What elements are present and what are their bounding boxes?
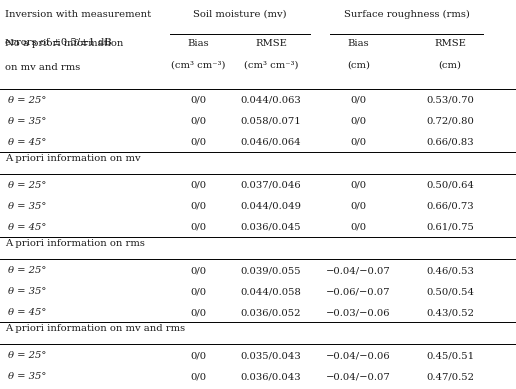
Text: 0/0: 0/0: [190, 96, 207, 105]
Text: 0.044/0.063: 0.044/0.063: [240, 96, 301, 105]
Text: θ = 45°: θ = 45°: [8, 308, 46, 317]
Text: 0.037/0.046: 0.037/0.046: [240, 181, 301, 190]
Text: 0.45/0.51: 0.45/0.51: [426, 351, 474, 360]
Text: 0.046/0.064: 0.046/0.064: [240, 138, 301, 147]
Text: 0/0: 0/0: [190, 117, 207, 126]
Text: 0.43/0.52: 0.43/0.52: [426, 308, 474, 317]
Text: 0.044/0.058: 0.044/0.058: [240, 287, 301, 296]
Text: θ = 45°: θ = 45°: [8, 138, 46, 147]
Text: on mv and rms: on mv and rms: [5, 63, 80, 72]
Text: 0/0: 0/0: [190, 287, 207, 296]
Text: 0.036/0.043: 0.036/0.043: [240, 372, 301, 381]
Text: 0.039/0.055: 0.039/0.055: [240, 266, 301, 275]
Text: (cm): (cm): [347, 60, 370, 69]
Text: 0/0: 0/0: [350, 181, 367, 190]
Text: θ = 25°: θ = 25°: [8, 351, 46, 360]
Text: 0.66/0.73: 0.66/0.73: [426, 202, 474, 211]
Text: errors of ±0.5/±1 dB: errors of ±0.5/±1 dB: [5, 38, 112, 47]
Text: Surface roughness (rms): Surface roughness (rms): [344, 10, 470, 19]
Text: 0.47/0.52: 0.47/0.52: [426, 372, 474, 381]
Text: θ = 25°: θ = 25°: [8, 96, 46, 105]
Text: θ = 25°: θ = 25°: [8, 181, 46, 190]
Text: 0.72/0.80: 0.72/0.80: [426, 117, 474, 126]
Text: 0/0: 0/0: [190, 308, 207, 317]
Text: θ = 35°: θ = 35°: [8, 202, 46, 211]
Text: 0/0: 0/0: [350, 117, 367, 126]
Text: A priori information on mv: A priori information on mv: [5, 154, 141, 163]
Text: −0.06/−0.07: −0.06/−0.07: [326, 287, 391, 296]
Text: −0.03/−0.06: −0.03/−0.06: [326, 308, 391, 317]
Text: 0.61/0.75: 0.61/0.75: [426, 223, 474, 232]
Text: 0/0: 0/0: [190, 138, 207, 147]
Text: −0.04/−0.06: −0.04/−0.06: [326, 351, 391, 360]
Text: 0/0: 0/0: [350, 96, 367, 105]
Text: 0/0: 0/0: [350, 223, 367, 232]
Text: 0/0: 0/0: [190, 202, 207, 211]
Text: 0/0: 0/0: [190, 372, 207, 381]
Text: Soil moisture (mv): Soil moisture (mv): [193, 10, 287, 19]
Text: θ = 35°: θ = 35°: [8, 287, 46, 296]
Text: Bias: Bias: [188, 39, 209, 48]
Text: RMSE: RMSE: [255, 39, 287, 48]
Text: θ = 35°: θ = 35°: [8, 372, 46, 381]
Text: 0.058/0.071: 0.058/0.071: [240, 117, 301, 126]
Text: 0/0: 0/0: [350, 202, 367, 211]
Text: No a priori information: No a priori information: [5, 39, 123, 48]
Text: Bias: Bias: [348, 39, 369, 48]
Text: 0.53/0.70: 0.53/0.70: [426, 96, 474, 105]
Text: θ = 45°: θ = 45°: [8, 223, 46, 232]
Text: (cm): (cm): [439, 60, 461, 69]
Text: −0.04/−0.07: −0.04/−0.07: [326, 266, 391, 275]
Text: (cm³ cm⁻³): (cm³ cm⁻³): [171, 60, 226, 69]
Text: 0.035/0.043: 0.035/0.043: [240, 351, 301, 360]
Text: 0.044/0.049: 0.044/0.049: [240, 202, 301, 211]
Text: 0/0: 0/0: [190, 266, 207, 275]
Text: A priori information on rms: A priori information on rms: [5, 239, 145, 248]
Text: 0.66/0.83: 0.66/0.83: [426, 138, 474, 147]
Text: 0/0: 0/0: [190, 223, 207, 232]
Text: (cm³ cm⁻³): (cm³ cm⁻³): [244, 60, 298, 69]
Text: 0.036/0.045: 0.036/0.045: [240, 223, 301, 232]
Text: 0.50/0.54: 0.50/0.54: [426, 287, 474, 296]
Text: θ = 35°: θ = 35°: [8, 117, 46, 126]
Text: 0/0: 0/0: [190, 181, 207, 190]
Text: θ = 25°: θ = 25°: [8, 266, 46, 275]
Text: 0.036/0.052: 0.036/0.052: [240, 308, 301, 317]
Text: 0.46/0.53: 0.46/0.53: [426, 266, 474, 275]
Text: 0.50/0.64: 0.50/0.64: [426, 181, 474, 190]
Text: Inversion with measurement: Inversion with measurement: [5, 10, 151, 19]
Text: RMSE: RMSE: [434, 39, 466, 48]
Text: A priori information on mv and rms: A priori information on mv and rms: [5, 324, 185, 333]
Text: −0.04/−0.07: −0.04/−0.07: [326, 372, 391, 381]
Text: 0/0: 0/0: [350, 138, 367, 147]
Text: 0/0: 0/0: [190, 351, 207, 360]
